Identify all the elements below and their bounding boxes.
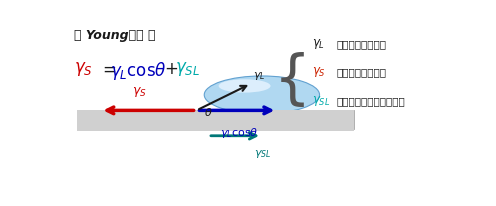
- Ellipse shape: [204, 76, 319, 114]
- Text: $\mathit{\gamma}_L$: $\mathit{\gamma}_L$: [312, 37, 325, 51]
- Text: ：液体の表面張力: ：液体の表面張力: [337, 39, 387, 49]
- Text: $\mathit{\gamma}_{SL}$: $\mathit{\gamma}_{SL}$: [312, 94, 330, 108]
- Text: $=$: $=$: [99, 60, 116, 78]
- Text: $\mathit{\gamma}_L$: $\mathit{\gamma}_L$: [253, 70, 265, 82]
- Bar: [77, 110, 354, 129]
- Text: ：固体の表面張力: ：固体の表面張力: [337, 67, 387, 77]
- Text: $\mathit{\gamma}_S$: $\mathit{\gamma}_S$: [312, 65, 326, 79]
- Text: $+$: $+$: [164, 60, 178, 78]
- Bar: [77, 110, 354, 131]
- Ellipse shape: [219, 79, 270, 93]
- Text: $\mathit{\gamma}_{SL}$: $\mathit{\gamma}_{SL}$: [254, 149, 272, 160]
- Text: $\mathit{\gamma}_{SL}$: $\mathit{\gamma}_{SL}$: [176, 60, 200, 78]
- Text: $\mathit{\gamma}_L\mathrm{cos}\theta$: $\mathit{\gamma}_L\mathrm{cos}\theta$: [110, 60, 167, 82]
- Text: $\mathit{\gamma}_S$: $\mathit{\gamma}_S$: [131, 85, 146, 99]
- Text: $\mathit{\gamma}_L\mathrm{cos}\theta$: $\mathit{\gamma}_L\mathrm{cos}\theta$: [220, 126, 258, 140]
- Text: ：液体と固体の界面張力: ：液体と固体の界面張力: [337, 96, 406, 106]
- Text: $\mathit{\gamma}_S$: $\mathit{\gamma}_S$: [73, 60, 92, 78]
- Text: $\theta$: $\theta$: [204, 106, 213, 118]
- Text: {: {: [274, 52, 311, 109]
- Text: 《 Youngの式 》: 《 Youngの式 》: [73, 29, 155, 42]
